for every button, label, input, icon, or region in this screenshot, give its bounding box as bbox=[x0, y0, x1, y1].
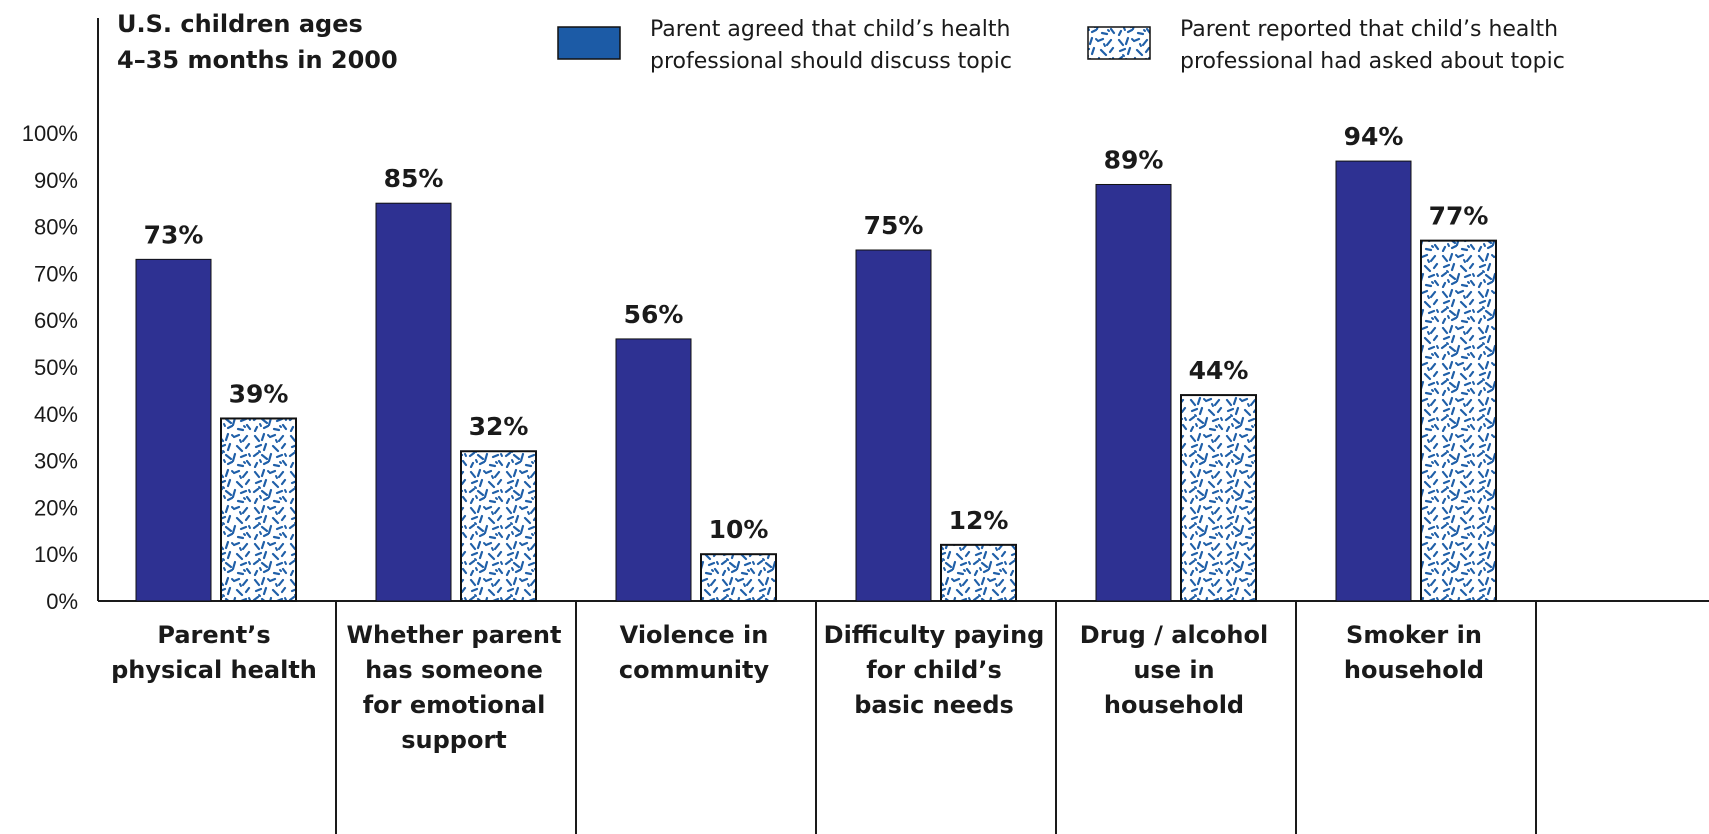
bar-series-1 bbox=[135, 258, 212, 602]
legend-label-series-1-line-2: professional should discuss topic bbox=[650, 49, 1012, 74]
data-label-series-2: 12% bbox=[949, 506, 1009, 535]
category-label: Parent’s bbox=[157, 621, 270, 649]
category-label: household bbox=[1104, 691, 1244, 719]
category-label: physical health bbox=[111, 656, 317, 684]
bar-series-2 bbox=[700, 553, 777, 603]
category-label: support bbox=[401, 726, 507, 754]
bar-series-2 bbox=[1420, 239, 1497, 602]
bar-series-2 bbox=[940, 543, 1017, 603]
data-label-series-2: 77% bbox=[1429, 202, 1489, 231]
data-label-series-2: 10% bbox=[709, 515, 769, 544]
category-label: use in bbox=[1133, 656, 1214, 684]
category-label: Drug / alcohol bbox=[1080, 621, 1268, 649]
bar-series-2 bbox=[1180, 394, 1257, 602]
y-tick-label: 0% bbox=[46, 589, 78, 614]
category-label: community bbox=[619, 656, 770, 684]
chart-title-line-2: 4–35 months in 2000 bbox=[117, 46, 398, 74]
y-tick-label: 100% bbox=[22, 121, 78, 146]
y-tick-label: 30% bbox=[34, 449, 78, 474]
y-tick-label: 60% bbox=[34, 308, 78, 333]
y-tick-label: 40% bbox=[34, 402, 78, 427]
data-label-series-1: 85% bbox=[384, 164, 444, 193]
data-label-series-1: 89% bbox=[1104, 145, 1164, 174]
bar-series-2 bbox=[460, 450, 537, 602]
data-label-series-1: 56% bbox=[624, 300, 684, 329]
legend-label-series-1-line-1: Parent agreed that child’s health bbox=[650, 17, 1010, 42]
bar-series-2 bbox=[220, 417, 297, 603]
category-label: Smoker in bbox=[1346, 621, 1482, 649]
data-label-series-1: 75% bbox=[864, 211, 924, 240]
legend-swatch-series-2 bbox=[1087, 26, 1151, 60]
chart-title-line-1: U.S. children ages bbox=[117, 10, 363, 38]
bar-series-1 bbox=[615, 338, 692, 602]
y-tick-label: 20% bbox=[34, 495, 78, 520]
data-label-series-1: 94% bbox=[1344, 122, 1404, 151]
category-label: for child’s bbox=[866, 656, 1001, 684]
data-label-series-2: 32% bbox=[469, 412, 529, 441]
legend-label-series-2-line-1: Parent reported that child’s health bbox=[1180, 17, 1558, 42]
category-label: Difficulty paying bbox=[824, 621, 1045, 649]
bar-series-1 bbox=[1335, 160, 1412, 602]
category-label: basic needs bbox=[854, 691, 1014, 719]
data-label-series-2: 44% bbox=[1189, 356, 1249, 385]
category-label: has someone bbox=[365, 656, 543, 684]
category-label: household bbox=[1344, 656, 1484, 684]
bar-series-1 bbox=[1095, 183, 1172, 602]
y-tick-label: 50% bbox=[34, 355, 78, 380]
bars bbox=[135, 160, 1497, 603]
legend-label-series-2-line-2: professional had asked about topic bbox=[1180, 49, 1565, 74]
data-labels: 73% 85% 56% 75% 89% 94% 39% 32% 10% 12% 44% 77% bbox=[144, 122, 1489, 544]
category-label: Violence in bbox=[620, 621, 769, 649]
bar-series-1 bbox=[375, 202, 452, 602]
y-tick-label: 10% bbox=[34, 542, 78, 567]
y-tick-labels: 0% 10% 20% 30% 40% 50% 60% 70% 80% 90% 100% bbox=[22, 121, 78, 614]
data-label-series-2: 39% bbox=[229, 379, 289, 408]
legend-swatch-series-1 bbox=[557, 26, 621, 60]
y-tick-label: 80% bbox=[34, 215, 78, 240]
y-tick-label: 90% bbox=[34, 168, 78, 193]
data-label-series-1: 73% bbox=[144, 220, 204, 249]
category-label: Whether parent bbox=[347, 621, 562, 649]
category-labels: Parent’s physical health Whether parent has… bbox=[111, 621, 1484, 754]
category-label: for emotional bbox=[363, 691, 546, 719]
category-dividers bbox=[335, 601, 1537, 834]
bar-series-1 bbox=[855, 249, 932, 602]
y-tick-label: 70% bbox=[34, 261, 78, 286]
